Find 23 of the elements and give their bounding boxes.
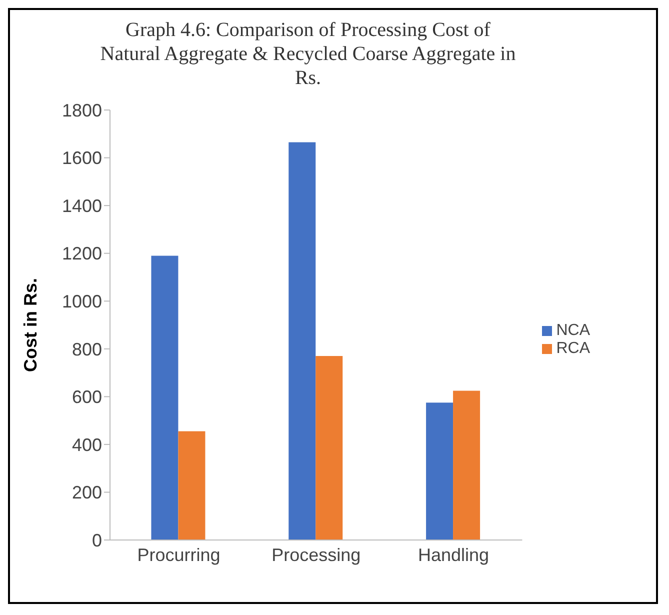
y-axis-title: Cost in Rs.	[20, 278, 40, 372]
y-tick-label: 1400	[62, 196, 102, 216]
bar	[288, 142, 316, 540]
bar	[178, 431, 206, 540]
y-tick-label: 800	[72, 339, 102, 360]
y-tick-label: 0	[92, 530, 102, 550]
y-tick-label: 1600	[62, 148, 102, 168]
legend-label: RCA	[556, 340, 590, 357]
x-tick-label: Handling	[418, 544, 490, 565]
bar	[316, 356, 343, 540]
legend-label: NCA	[556, 322, 590, 339]
y-tick-label: 1200	[62, 244, 102, 264]
x-tick-label: Procurring	[137, 544, 220, 565]
bar	[151, 256, 178, 540]
y-tick-label: 400	[72, 434, 102, 455]
chart-title: Graph 4.6: Comparison of Processing Cost of Natural Aggregate & Recycled Coarse Aggregate in Rs.	[99, 18, 517, 90]
y-tick-label: 600	[72, 387, 102, 408]
y-tick-label: 1000	[62, 292, 102, 312]
x-tick-label: Processing	[272, 544, 361, 565]
y-tick-label: 200	[72, 482, 102, 503]
bar	[426, 402, 454, 540]
bar	[453, 390, 480, 540]
y-tick-label: 1800	[62, 100, 102, 120]
